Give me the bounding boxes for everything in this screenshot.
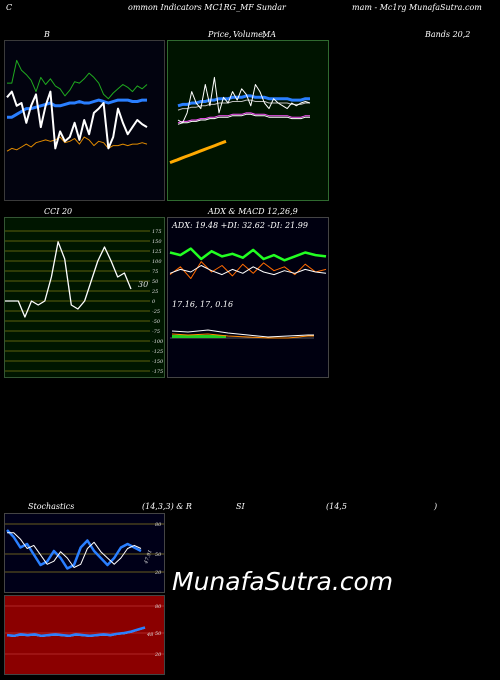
ma-line-white — [177, 113, 310, 125]
close-price-line — [6, 90, 148, 150]
macd-histogram — [172, 335, 226, 338]
plus-di-line — [169, 247, 327, 262]
stoch-tick-label: 80 — [155, 522, 162, 528]
cci-tick-label: 50 — [152, 279, 159, 285]
adx-line — [169, 265, 327, 276]
rsi-tick-label: 20 — [154, 652, 162, 658]
price-chart — [169, 76, 311, 165]
stoch-value-label: 47.91 — [143, 549, 154, 565]
rsi-close-paren: ) — [434, 502, 438, 511]
ma-line-blue — [177, 94, 310, 108]
rsi-line — [6, 626, 146, 638]
cci-tick-label: -100 — [152, 339, 164, 345]
ma-line-magenta — [177, 112, 310, 124]
lower-band-line — [6, 136, 148, 152]
bands-title: Bands 20,2 — [425, 30, 471, 39]
stoch-title: Stochastics — [28, 502, 75, 511]
rsi-params: (14,5 — [326, 502, 347, 511]
volume-line — [169, 139, 227, 165]
cci-panel: 175 150 125 100 75 50 25 0 -25 -50 -75 -100 -125 -150… — [4, 217, 165, 378]
bollinger-panel — [4, 40, 165, 201]
price-line — [177, 76, 311, 124]
macd-signal-line — [171, 333, 314, 339]
cci-title: CCI 20 — [44, 207, 73, 216]
page-title-right: mam - Mc1rg MunafaSutra.com — [352, 3, 482, 12]
rsi-si: SI — [236, 502, 245, 511]
price-title: Price, — [208, 30, 232, 39]
cci-tick-label: 150 — [152, 239, 162, 245]
cci-tick-label: 125 — [152, 249, 162, 255]
rsi-chart: 80 50 20 48 — [5, 604, 164, 658]
cci-tick-label: 25 — [151, 289, 158, 295]
volume-title: Volume, — [233, 30, 266, 39]
minus-di-line — [169, 261, 327, 279]
stoch-d-line — [7, 532, 142, 568]
adx-readout: ADX: 19.48 +DI: 32.62 -DI: 21.99 — [172, 221, 308, 230]
cci-tick-label: -175 — [152, 369, 163, 375]
page-title-left: ommon Indicators MC1RG_MF Sundar — [128, 3, 286, 12]
ma-line-grey — [177, 99, 310, 111]
rsi-tick-label: 50 — [155, 631, 162, 637]
ma-title: MA — [262, 30, 276, 39]
header-c: C — [6, 3, 13, 12]
cci-tick-label: -50 — [152, 319, 161, 325]
upper-band-line — [7, 59, 148, 100]
stoch-k-line — [6, 529, 142, 570]
price-panel — [167, 40, 329, 201]
cci-chart: 175 150 125 100 75 50 25 0 -25 -50 -75 -100 -125 -150… — [5, 229, 164, 375]
adx-chart — [169, 247, 327, 339]
stoch-params: (14,3,3) & R — [142, 502, 192, 511]
cci-tick-label: -150 — [152, 359, 164, 365]
cci-tick-label: -75 — [152, 329, 160, 335]
cci-tick-label: -125 — [152, 349, 163, 355]
rsi-tick-label: 80 — [155, 604, 162, 610]
cci-value-label: 30 — [138, 280, 148, 289]
adx-title: ADX & MACD 12,26,9 — [208, 207, 298, 216]
bollinger-title-b: B — [44, 30, 50, 39]
stoch-tick-label: 50 — [155, 552, 162, 558]
cci-tick-label: 175 — [152, 229, 162, 235]
watermark: MunafaSutra.com — [172, 567, 394, 596]
rsi-panel: 80 50 20 48 — [4, 595, 165, 675]
stoch-tick-label: 20 — [154, 570, 162, 576]
cci-tick-label: 0 — [152, 299, 156, 305]
cci-tick-label: -25 — [152, 309, 160, 315]
cci-line — [5, 241, 132, 318]
bollinger-chart — [6, 59, 148, 152]
rsi-value-label: 48 — [146, 632, 153, 638]
cci-tick-label: 75 — [152, 269, 158, 275]
macd-readout: 17.16, 17, 0.16 — [172, 300, 234, 309]
cci-tick-label: 100 — [152, 259, 162, 265]
macd-line — [171, 329, 314, 338]
stoch-panel: 80 50 20 47.91 — [4, 513, 165, 593]
adx-panel: ADX: 19.48 +DI: 32.62 -DI: 21.99 17.16, … — [167, 217, 329, 378]
